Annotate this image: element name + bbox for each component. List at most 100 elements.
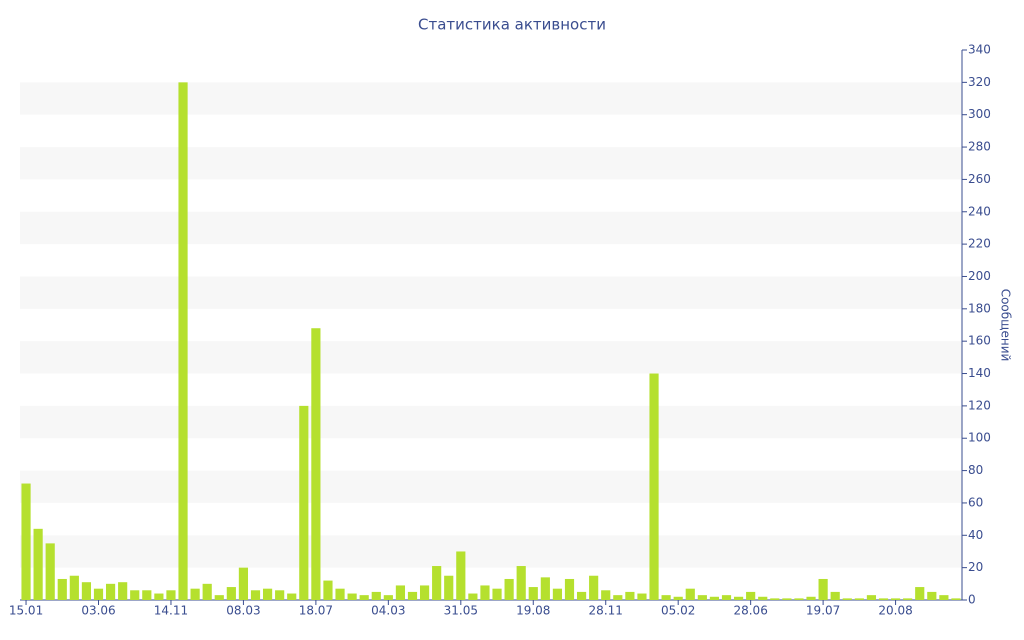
grid-band <box>20 405 962 439</box>
y-tick-label: 20 <box>968 560 983 574</box>
y-tick-label: 180 <box>968 301 991 315</box>
bar <box>697 595 707 600</box>
bar <box>166 590 176 600</box>
bar <box>939 595 949 600</box>
bar <box>299 405 309 600</box>
x-tick-label: 28.06 <box>733 604 767 618</box>
x-tick-label: 28.11 <box>589 604 623 618</box>
bar <box>480 585 490 600</box>
x-tick-label: 19.07 <box>806 604 840 618</box>
bar <box>661 595 671 600</box>
y-tick-label: 280 <box>968 140 991 154</box>
bar <box>444 575 454 600</box>
y-tick-label: 340 <box>968 43 991 57</box>
y-tick-label: 60 <box>968 495 983 509</box>
bar <box>347 593 357 600</box>
bar <box>419 585 430 600</box>
y-tick-label: 100 <box>968 431 991 445</box>
bar <box>915 587 925 600</box>
bar <box>456 551 466 600</box>
bar <box>721 595 732 600</box>
bar <box>105 583 116 600</box>
bar <box>492 588 502 600</box>
bar <box>287 593 297 600</box>
bar <box>359 595 369 600</box>
bar <box>613 595 623 600</box>
bar <box>57 578 67 600</box>
bar <box>733 596 744 600</box>
grid-band <box>20 147 962 180</box>
bar <box>335 588 345 600</box>
bar <box>190 588 200 600</box>
bar <box>45 543 55 600</box>
bar <box>528 587 538 600</box>
y-axis-title: Сообщений <box>999 289 1013 362</box>
x-tick-label: 14.11 <box>154 604 188 618</box>
bar <box>830 591 840 600</box>
bar <box>878 598 889 600</box>
bar <box>226 587 236 600</box>
bar <box>903 598 913 600</box>
bar <box>81 582 92 600</box>
grid-band <box>20 535 962 568</box>
bar <box>552 588 563 600</box>
bar <box>601 590 611 600</box>
x-tick-label: 04.03 <box>371 604 405 618</box>
bar <box>154 593 164 600</box>
grid-band <box>20 341 962 374</box>
x-tick-label: 08.03 <box>226 604 260 618</box>
bar <box>794 598 804 600</box>
y-tick-label: 40 <box>968 528 983 542</box>
bar <box>842 598 852 600</box>
bar <box>371 591 381 600</box>
bar <box>890 598 901 600</box>
bar <box>673 596 683 600</box>
y-tick-label: 0 <box>968 593 976 607</box>
grid-band <box>20 211 962 245</box>
y-tick-label: 240 <box>968 204 991 218</box>
x-tick-label: 18.07 <box>299 604 333 618</box>
bar <box>806 596 816 600</box>
bar <box>93 588 104 600</box>
y-tick-label: 300 <box>968 107 991 121</box>
grid-band <box>20 82 962 115</box>
y-tick-label: 220 <box>968 237 991 251</box>
bar <box>432 566 442 600</box>
bar <box>130 590 140 600</box>
bar <box>21 483 31 600</box>
bar <box>685 588 695 600</box>
bar <box>540 577 550 600</box>
y-tick-label: 140 <box>968 366 991 380</box>
bar <box>468 593 478 600</box>
bar <box>854 598 864 600</box>
bar <box>637 593 647 600</box>
y-tick-label: 260 <box>968 172 991 186</box>
y-tick-label: 160 <box>968 334 991 348</box>
bar <box>33 528 43 600</box>
bar <box>262 588 273 600</box>
bar <box>395 585 406 600</box>
bar <box>142 590 152 600</box>
bar <box>202 583 212 600</box>
bar <box>818 578 828 600</box>
bar <box>746 591 756 600</box>
bar <box>927 591 937 600</box>
bar <box>564 578 575 600</box>
bar <box>383 595 393 600</box>
bar <box>625 591 635 600</box>
bar <box>118 582 128 600</box>
bar <box>238 567 249 600</box>
x-tick-label: 19.08 <box>516 604 550 618</box>
bar <box>758 596 768 600</box>
x-tick-label: 05.02 <box>661 604 695 618</box>
bar <box>214 595 224 600</box>
bar <box>275 590 285 600</box>
x-tick-label: 03.06 <box>81 604 115 618</box>
bar <box>649 373 659 600</box>
bar <box>576 591 587 600</box>
x-tick-label: 20.08 <box>878 604 912 618</box>
bar <box>323 580 333 600</box>
bar <box>782 598 792 600</box>
bar <box>709 596 720 600</box>
